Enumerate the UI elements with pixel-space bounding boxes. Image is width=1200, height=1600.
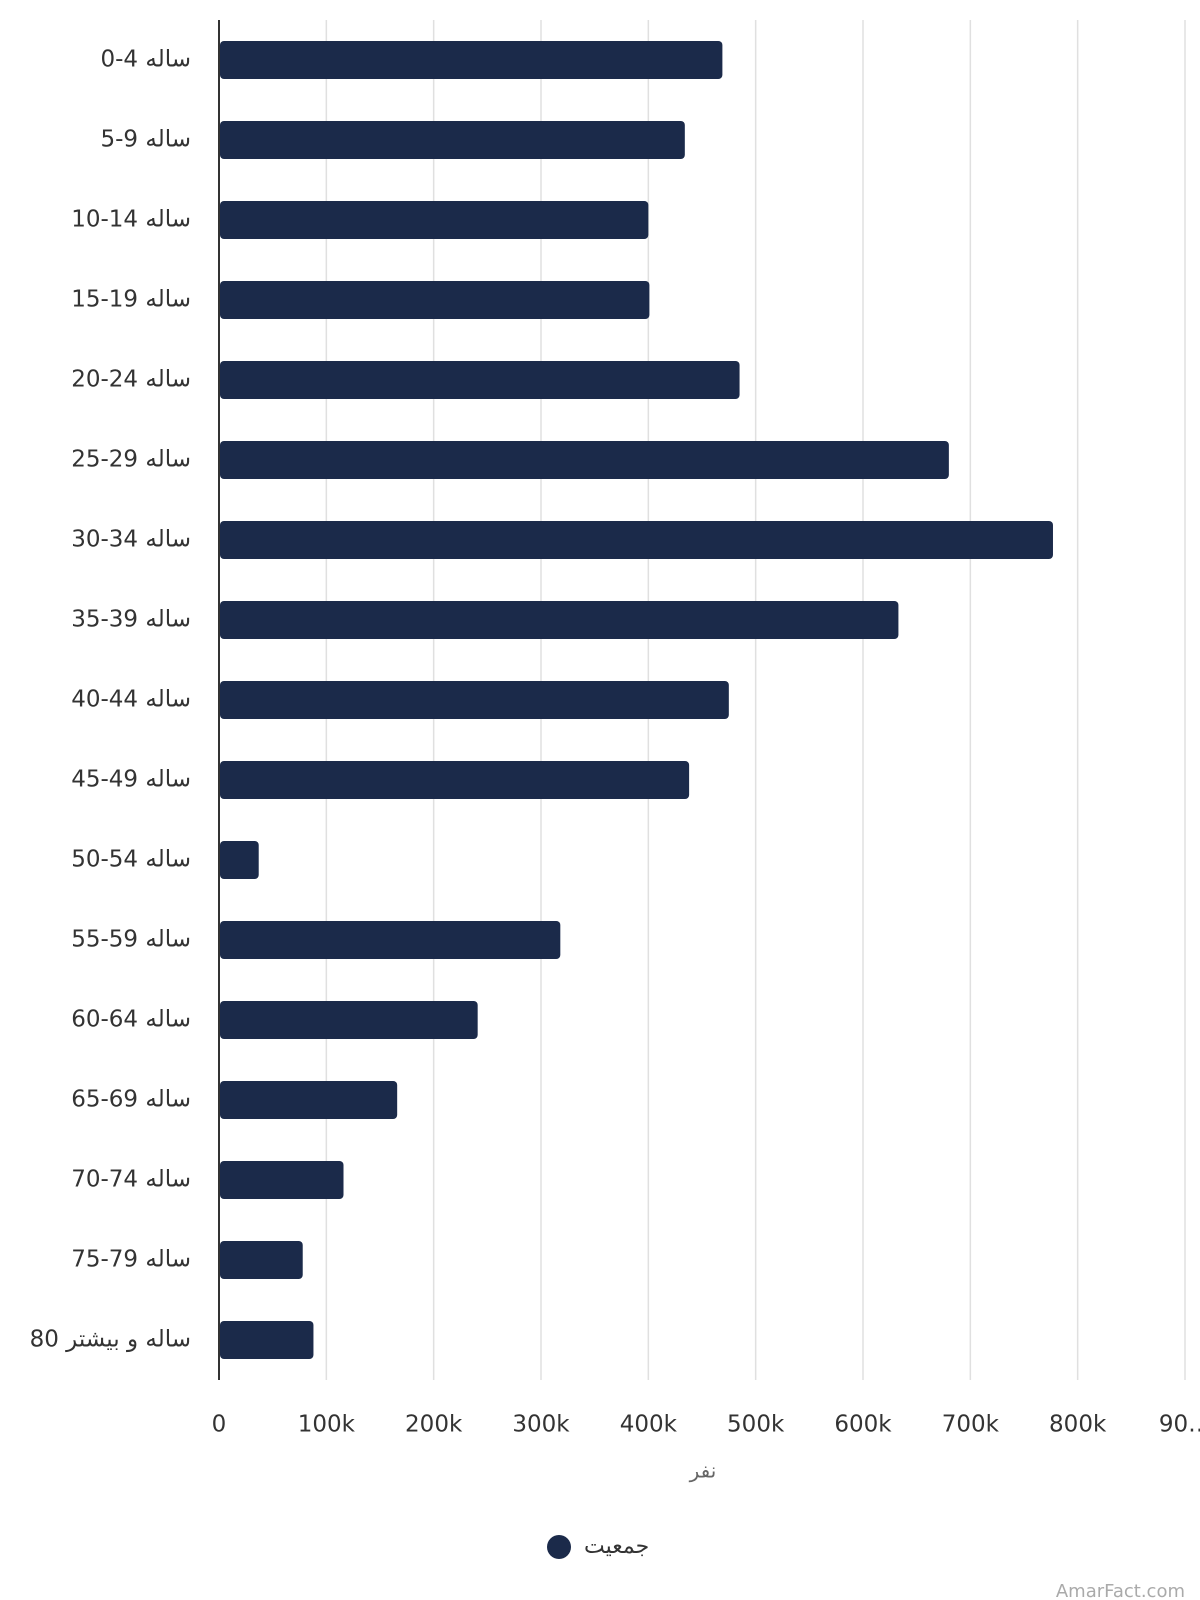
y-tick-label: 0-4 ساله (100, 47, 191, 73)
bar (220, 1241, 303, 1279)
bar (220, 1161, 344, 1199)
x-tick-label: 300k (512, 1412, 570, 1438)
bar (220, 521, 1053, 559)
x-axis-label: نفر (689, 1459, 717, 1483)
y-tick-label: 55-59 ساله (71, 927, 191, 953)
bar (220, 1321, 314, 1359)
x-tick-label: 0 (212, 1412, 227, 1438)
bar (220, 761, 690, 799)
bar (220, 1001, 478, 1039)
x-tick-label: 400k (620, 1412, 678, 1438)
x-tick-label: 200k (405, 1412, 463, 1438)
bar (220, 121, 685, 159)
y-tick-label: 15-19 ساله (71, 287, 191, 313)
x-tick-label: 500k (727, 1412, 785, 1438)
bar (220, 201, 649, 239)
y-tick-label: 45-49 ساله (71, 767, 191, 793)
y-tick-label: 65-69 ساله (71, 1087, 191, 1113)
y-tick-label: 35-39 ساله (71, 607, 191, 633)
bar (220, 841, 259, 879)
x-tick-label: 600k (834, 1412, 892, 1438)
y-tick-label: 5-9 ساله (100, 127, 191, 153)
bar (220, 361, 740, 399)
bar (220, 601, 899, 639)
x-tick-label: 90… (1159, 1412, 1200, 1438)
y-tick-label: 70-74 ساله (71, 1167, 191, 1193)
x-tick-label: 700k (942, 1412, 1000, 1438)
legend-label: جمعیت (584, 1534, 649, 1559)
x-tick-label: 800k (1049, 1412, 1107, 1438)
watermark: AmarFact.com (1056, 1581, 1185, 1600)
y-tick-label: 40-44 ساله (71, 687, 191, 713)
bar (220, 441, 949, 479)
y-tick-label: 20-24 ساله (71, 367, 191, 393)
bar (220, 681, 729, 719)
bar (220, 281, 650, 319)
y-tick-label: 30-34 ساله (71, 527, 191, 553)
y-tick-label: 80 ساله و بیشتر (30, 1327, 191, 1353)
y-tick-label: 75-79 ساله (71, 1247, 191, 1273)
y-tick-label: 25-29 ساله (71, 447, 191, 473)
y-tick-label: 60-64 ساله (71, 1007, 191, 1033)
bar (220, 921, 561, 959)
bar (220, 41, 723, 79)
bar (220, 1081, 398, 1119)
y-tick-label: 10-14 ساله (71, 207, 191, 233)
x-tick-label: 100k (298, 1412, 356, 1438)
y-tick-label: 50-54 ساله (71, 847, 191, 873)
legend-marker (547, 1535, 571, 1559)
